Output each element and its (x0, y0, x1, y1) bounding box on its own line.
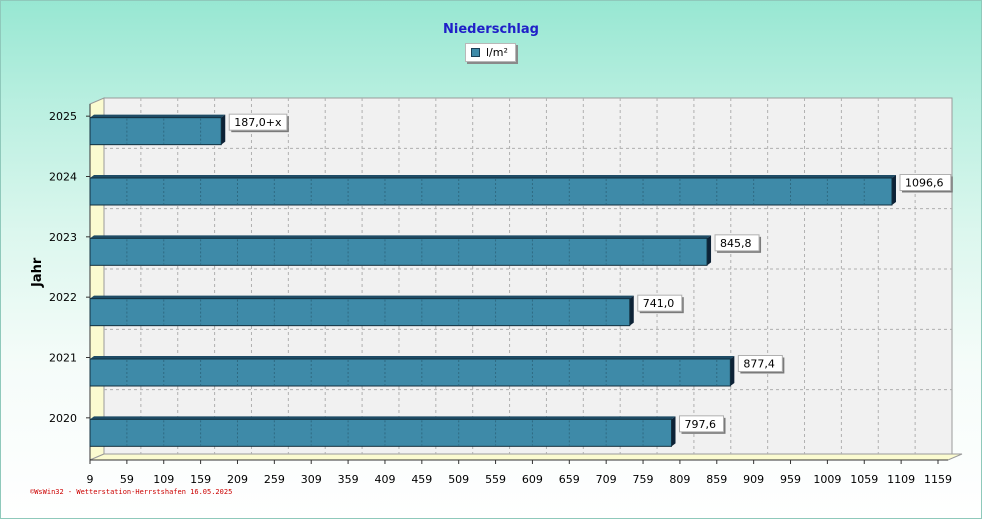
x-tick-label: 459 (411, 473, 432, 486)
bar-side-2025 (221, 114, 226, 145)
bar-top-2024 (90, 175, 896, 178)
x-tick-label: 409 (374, 473, 395, 486)
x-tick-label: 509 (448, 473, 469, 486)
x-tick-label: 659 (559, 473, 580, 486)
x-tick-label: 9 (87, 473, 94, 486)
footer-credit: ©WsWin32 - Wetterstation-Herrstshafen 16… (30, 488, 233, 496)
x-tick-label: 1109 (887, 473, 915, 486)
x-tick-label: 109 (153, 473, 174, 486)
data-label: 797,6 (685, 418, 717, 431)
bar-side-2020 (671, 416, 676, 447)
plot-left-wall (89, 97, 105, 461)
x-tick-label: 309 (301, 473, 322, 486)
data-label-box (737, 355, 783, 372)
x-tick-label: 359 (338, 473, 359, 486)
data-label: 845,8 (720, 237, 752, 250)
bar-side-2023 (707, 235, 712, 266)
bar-top-2021 (90, 356, 735, 359)
data-label: 1096,6 (905, 177, 944, 190)
bar-side-2022 (629, 295, 634, 326)
y-tick-label: 2024 (49, 171, 77, 184)
bar-side-2021 (730, 356, 735, 386)
bar-top-2025 (90, 114, 226, 118)
bar-top-2020 (90, 416, 676, 420)
data-label-box (228, 113, 288, 131)
data-label: 877,4 (743, 358, 775, 371)
x-tick-label: 159 (190, 473, 211, 486)
legend-label: l/m² (486, 46, 508, 59)
plot-back-wall (103, 97, 953, 455)
x-tick-label: 1059 (850, 473, 878, 486)
data-label: 187,0+x (234, 116, 282, 129)
x-tick-label: 209 (227, 473, 248, 486)
chart-title: Niederschlag (443, 22, 539, 37)
bar-2020 (89, 418, 673, 447)
data-label-box (899, 174, 952, 191)
x-tick-label: 259 (264, 473, 285, 486)
y-tick-label: 2022 (49, 291, 77, 304)
bar-top-2023 (90, 235, 712, 239)
data-label: 741,0 (643, 297, 675, 310)
x-tick-label: 59 (120, 473, 134, 486)
legend-swatch (471, 48, 480, 57)
x-tick-label: 959 (780, 473, 801, 486)
data-label-box (679, 415, 725, 433)
x-tick-label: 809 (669, 473, 690, 486)
chart-legend: l/m² (465, 43, 516, 62)
x-tick-label: 709 (596, 473, 617, 486)
x-tick-label: 859 (706, 473, 727, 486)
x-tick-label: 1009 (813, 473, 841, 486)
bar-2021 (89, 358, 731, 387)
plot-floor (89, 453, 963, 461)
bar-2022 (89, 298, 631, 327)
bar-2023 (89, 237, 708, 266)
bar-2024 (89, 177, 893, 206)
bar-2025 (89, 117, 222, 146)
x-tick-label: 909 (743, 473, 764, 486)
y-tick-label: 2025 (49, 110, 77, 123)
x-tick-label: 1159 (924, 473, 952, 486)
x-tick-label: 759 (633, 473, 654, 486)
data-label-box (714, 234, 760, 252)
bar-side-2024 (891, 175, 896, 205)
bar-top-2022 (90, 295, 634, 299)
y-tick-label: 2023 (49, 231, 77, 244)
x-tick-label: 559 (485, 473, 506, 486)
y-tick-label: 2021 (49, 352, 77, 365)
y-tick-label: 2020 (49, 412, 77, 425)
x-tick-label: 609 (522, 473, 543, 486)
data-label-box (637, 294, 683, 312)
